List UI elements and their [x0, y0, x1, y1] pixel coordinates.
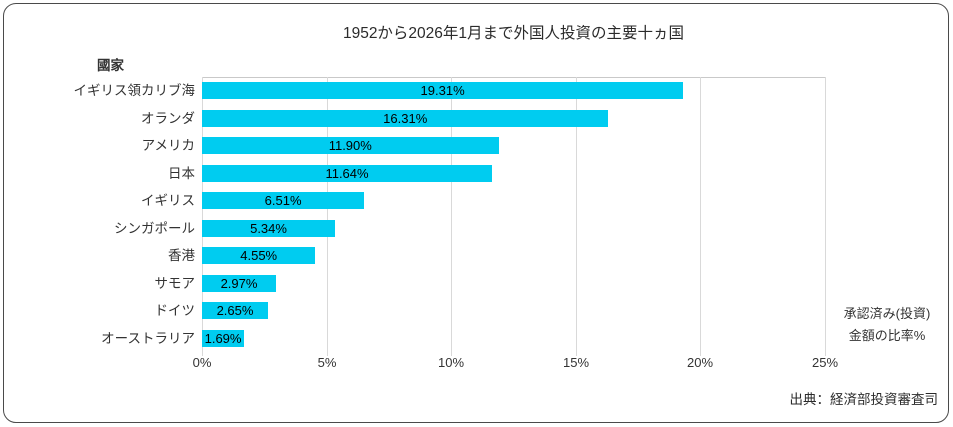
gridline: [202, 77, 203, 356]
category-label: アメリカ: [141, 138, 195, 153]
x-tick-label: 20%: [686, 355, 714, 370]
x-tick-label: 5%: [317, 355, 337, 370]
bar-value-label: 19.31%: [420, 83, 465, 99]
bar: [202, 192, 365, 210]
bar: [202, 274, 276, 292]
bar-value-label: 6.51%: [264, 193, 302, 209]
plot-area: 19.31% 16.31% 11.90% 11.64% 6.51% 5.34% 4.55% 2…: [202, 77, 825, 352]
category-label: オランダ: [141, 110, 195, 126]
category-label: サモア: [154, 275, 196, 291]
category-axis-labels: イギリス領カリブ海オランダアメリカ日本イギリスシンガポール香港サモアドイツオース…: [0, 77, 196, 352]
category-label: ドイツ: [154, 303, 196, 318]
category-label: オーストラリア: [101, 330, 195, 346]
gridline: [451, 77, 452, 356]
source-note: 出典：経済部投資審査司: [789, 392, 939, 407]
value-axis-title: 承認済み(投資) 金額の比率%: [827, 303, 947, 347]
category-label: イギリス: [141, 193, 195, 208]
bar: [202, 302, 269, 320]
gridline: [327, 77, 328, 356]
chart-title: 1952から2026年1月まで外国人投資の主要十ヵ国: [342, 25, 685, 42]
bar-value-label: 11.90%: [328, 138, 372, 154]
bar: [202, 329, 245, 347]
x-tick-label: 15%: [562, 355, 590, 370]
bar-value-label: 2.65%: [216, 303, 254, 319]
plot-top-border: [202, 77, 826, 78]
chart-frame: [3, 3, 949, 423]
bar: [202, 247, 316, 265]
bar-value-label: 4.55%: [240, 248, 278, 264]
bar-value-label: 2.97%: [220, 275, 258, 291]
gridline: [576, 77, 577, 356]
bar-value-label: 16.31%: [383, 110, 428, 126]
bar: [202, 109, 609, 127]
x-tick-label: 10%: [437, 355, 465, 370]
bar: [202, 219, 336, 237]
x-tick-label: 25%: [811, 355, 839, 370]
gridline: [825, 77, 826, 356]
bar-value-label: 11.64%: [325, 165, 369, 181]
category-label: 日本: [168, 165, 195, 181]
gridline: [700, 77, 701, 356]
category-label: 香港: [168, 248, 195, 263]
bar: [202, 164, 493, 182]
bar-value-label: 5.34%: [250, 220, 287, 236]
category-axis-title: 國家: [97, 58, 124, 73]
value-axis-title-line2: 金額の比率%: [848, 328, 926, 343]
category-label: シンガポール: [114, 220, 195, 236]
value-axis-title-line1: 承認済み(投資): [843, 306, 931, 321]
category-label: イギリス領カリブ海: [73, 83, 196, 98]
bar: [202, 82, 684, 100]
x-tick-label: 0%: [192, 355, 212, 370]
bar-value-label: 1.69%: [204, 330, 242, 346]
bar: [202, 137, 499, 155]
